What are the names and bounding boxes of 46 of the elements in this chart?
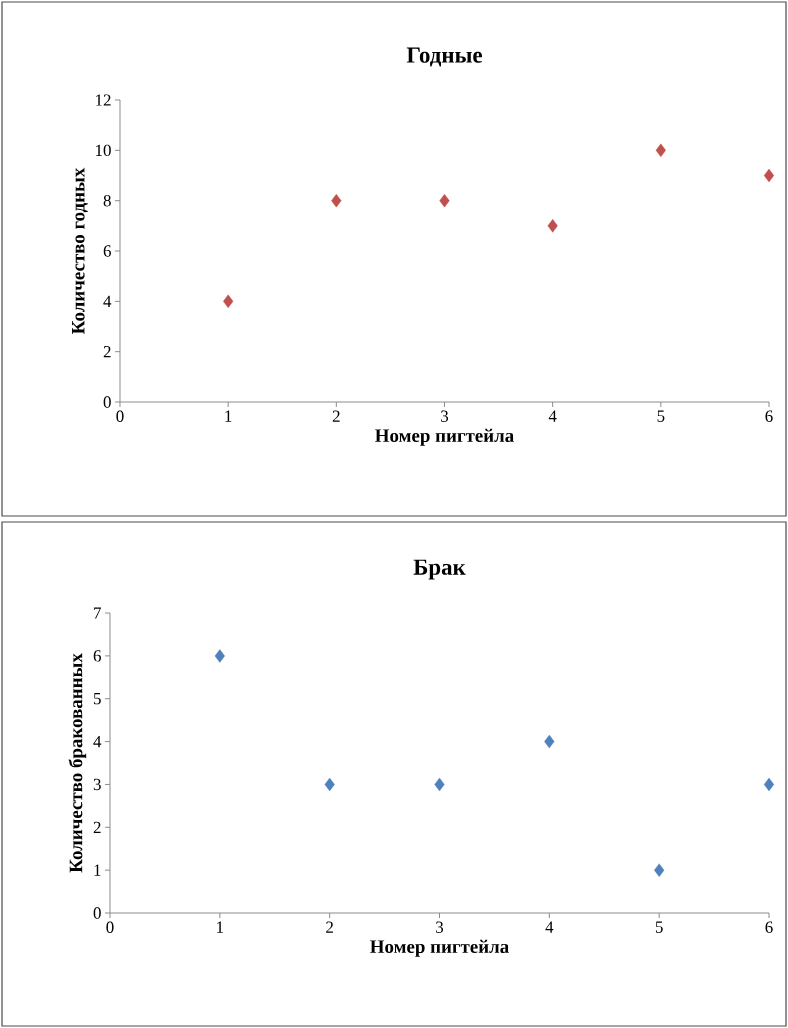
point xyxy=(331,193,342,208)
y-tick-label: 12 xyxy=(96,94,111,106)
x-axis-title: Номер пигтейла xyxy=(370,939,509,957)
x-tick-label: 5 xyxy=(655,921,663,933)
point xyxy=(324,777,335,792)
y-tick-label: 10 xyxy=(96,144,111,157)
point xyxy=(434,777,445,792)
y-tick-label: 2 xyxy=(103,346,111,358)
y-tick-label: 2 xyxy=(93,821,101,833)
y-axis-title: Количество бракованных xyxy=(68,653,87,873)
chart-title: Брак xyxy=(413,559,466,580)
y-tick-label: 5 xyxy=(93,693,101,705)
y-tick-label: 0 xyxy=(93,907,101,919)
x-tick-label: 4 xyxy=(545,921,554,933)
point xyxy=(223,294,234,309)
point xyxy=(544,734,555,749)
x-axis-title: Номер пигтейла xyxy=(375,428,514,446)
x-tick-label: 0 xyxy=(116,410,124,422)
x-tick-label: 1 xyxy=(225,410,232,422)
x-tick-label: 3 xyxy=(436,921,444,933)
point xyxy=(439,193,450,208)
y-tick-label: 6 xyxy=(103,245,111,257)
point xyxy=(654,863,665,877)
x-tick-label: 1 xyxy=(217,921,224,933)
point xyxy=(763,777,775,792)
x-tick-label: 2 xyxy=(332,410,340,422)
x-tick-label: 5 xyxy=(657,410,665,422)
point xyxy=(547,219,558,233)
x-tick-label: 2 xyxy=(326,921,333,933)
y-tick-label: 6 xyxy=(93,650,101,662)
y-tick-label: 4 xyxy=(103,295,112,307)
y-tick-label: 1 xyxy=(94,864,101,876)
x-tick-label: 6 xyxy=(765,410,773,422)
point xyxy=(655,143,666,158)
point xyxy=(214,649,225,663)
y-tick-label: 3 xyxy=(93,778,101,791)
point xyxy=(763,168,775,183)
x-tick-label: 4 xyxy=(548,410,557,422)
chart-title: Годные xyxy=(406,47,483,67)
y-tick-label: 7 xyxy=(94,607,101,619)
y-tick-label: 4 xyxy=(93,736,102,748)
x-tick-label: 3 xyxy=(441,410,449,422)
x-tick-label: 6 xyxy=(765,921,773,933)
y-axis-title: Количество годных xyxy=(72,167,88,334)
y-tick-label: 8 xyxy=(103,194,111,207)
y-tick-label: 0 xyxy=(103,396,111,408)
